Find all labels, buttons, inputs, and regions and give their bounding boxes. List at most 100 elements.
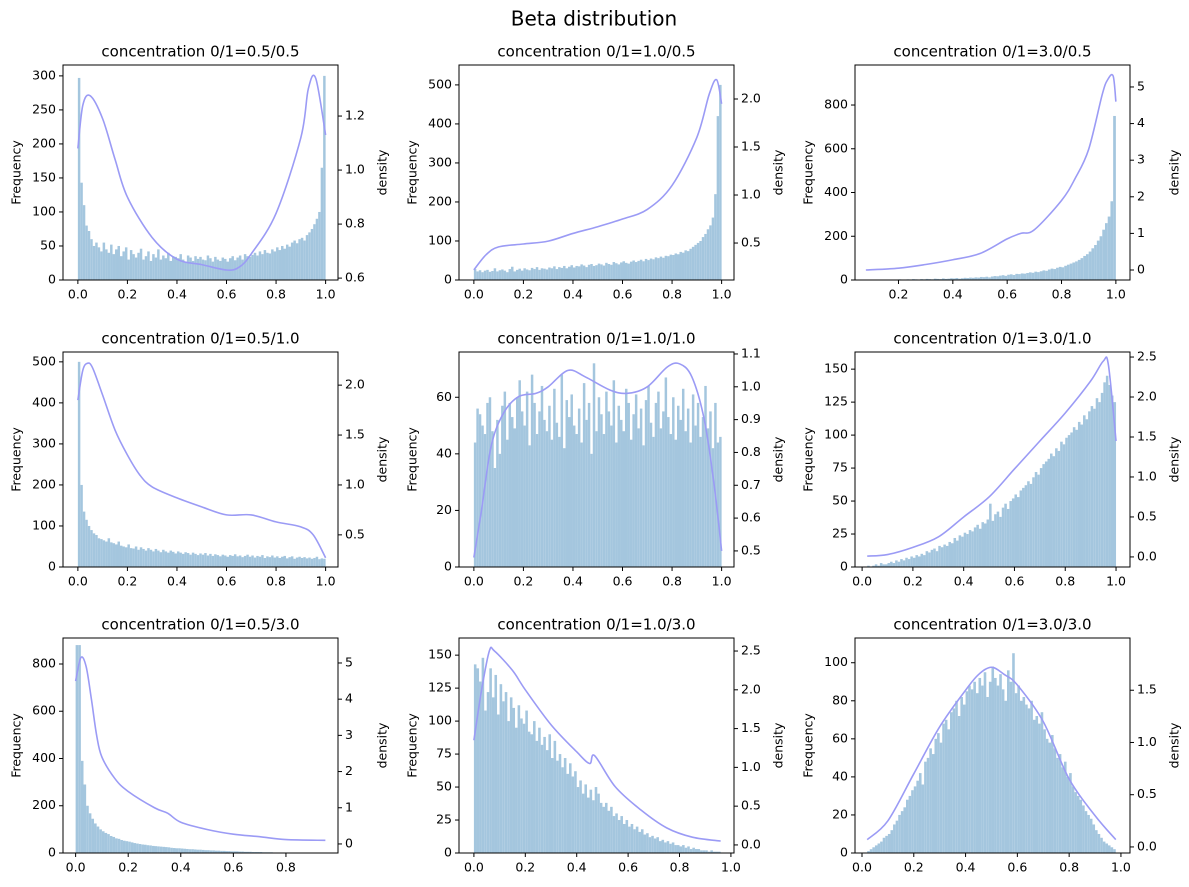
histogram-bar <box>627 402 630 567</box>
histogram-bar <box>90 239 93 280</box>
histogram-bar <box>283 248 286 280</box>
histogram-bar <box>501 405 504 567</box>
histogram-bar <box>1110 201 1114 280</box>
histogram-bar <box>1065 437 1068 567</box>
histogram-bar <box>714 194 717 280</box>
histogram-bar <box>181 259 185 280</box>
y2-tick-label: 0.5 <box>741 542 761 557</box>
histogram-bar <box>602 434 606 567</box>
histogram-bar <box>892 563 896 567</box>
histogram-bar <box>558 754 562 853</box>
histogram-bar <box>659 428 663 567</box>
histogram-bar <box>647 385 650 567</box>
histogram-bar <box>1057 450 1061 567</box>
histogram-bar <box>594 787 598 853</box>
histogram-bar <box>97 538 101 567</box>
x-tick-label: 0.2 <box>904 860 924 875</box>
histogram-bar <box>1067 435 1071 567</box>
y2-tick-label: 1.5 <box>741 720 761 735</box>
y2-tick-label: 2 <box>1137 188 1145 203</box>
histogram-bar <box>230 851 234 853</box>
histogram-bar <box>520 718 523 853</box>
histogram-bar <box>285 244 289 280</box>
y2-tick-label: 1.5 <box>345 427 365 442</box>
histogram-bar <box>224 555 227 567</box>
histogram-bar <box>953 537 957 567</box>
histogram-bar <box>545 431 549 567</box>
histogram-bar <box>970 689 974 853</box>
histogram-bar <box>1028 272 1032 280</box>
histogram-bar <box>1095 830 1098 853</box>
histogram-bar <box>607 810 611 853</box>
histogram-bar <box>705 850 708 853</box>
histogram-bar <box>895 560 898 567</box>
histogram-bar <box>579 780 582 853</box>
y-tick-label: 0 <box>840 272 848 287</box>
histogram-bar <box>1035 716 1039 853</box>
histogram-bar <box>313 557 316 567</box>
histogram-bar <box>204 850 208 853</box>
histogram-bar <box>176 551 180 567</box>
histogram-bar <box>528 445 531 567</box>
histogram-bar <box>882 837 886 853</box>
histogram-bar <box>934 738 938 853</box>
histogram-bar <box>973 527 977 567</box>
y2-tick-label: 1.5 <box>1137 428 1157 443</box>
y2-tick-label: 2.0 <box>345 377 365 392</box>
histogram-bar <box>489 668 492 853</box>
histogram-bar <box>915 555 918 567</box>
histogram-bar <box>124 247 128 280</box>
y2-tick-label: 0 <box>345 835 353 850</box>
y2-tick-label: 2.5 <box>1137 349 1157 364</box>
histogram-bar <box>700 850 703 853</box>
histogram-bar <box>911 790 914 853</box>
histogram-bar <box>640 829 644 853</box>
histogram-bar <box>908 795 912 853</box>
histogram-bar <box>501 269 504 280</box>
histogram-bar <box>558 436 561 567</box>
histogram-bar <box>167 252 170 280</box>
histogram-bar <box>572 267 576 280</box>
x-tick-label: 1.0 <box>316 287 336 302</box>
subplot-title: concentration 0/1=1.0/3.0 <box>497 616 695 634</box>
histogram-bar <box>1006 508 1010 567</box>
histogram-bar <box>212 850 215 853</box>
histogram-bar <box>92 533 96 567</box>
histogram-bar <box>199 849 202 853</box>
histogram-bar <box>231 256 234 280</box>
histogram-bar <box>476 271 479 280</box>
histogram-bar <box>622 431 625 567</box>
y-axis-label: Frequency <box>801 427 816 492</box>
histogram-bar <box>1077 421 1081 567</box>
histogram-bar <box>1105 375 1109 567</box>
histogram-bar <box>1107 216 1111 280</box>
histogram-bar <box>719 436 722 567</box>
histogram-bar <box>553 740 557 853</box>
x-tick-label: 0.8 <box>1052 287 1072 302</box>
histogram-bar <box>550 439 554 567</box>
x-tick-label: 0.0 <box>852 860 872 875</box>
x-tick-label: 0.8 <box>670 860 690 875</box>
histogram-bar <box>674 439 678 567</box>
histogram-bar <box>657 391 660 567</box>
histogram-bar <box>1032 477 1035 567</box>
histogram-bar <box>716 116 720 280</box>
histogram-bar <box>300 237 304 280</box>
histogram-bar <box>256 555 259 567</box>
histogram-bar <box>132 548 135 567</box>
histogram-bar <box>978 677 982 853</box>
histogram-bar <box>201 259 205 280</box>
y2-tick-label: 2.5 <box>741 643 761 658</box>
histogram-bar <box>907 559 911 567</box>
histogram-bar <box>890 830 894 853</box>
histogram-bar <box>120 840 123 853</box>
x-tick-label: 0.6 <box>997 287 1017 302</box>
y-tick-label: 600 <box>824 140 848 155</box>
histogram-bar <box>139 547 143 567</box>
x-tick-label: 0.2 <box>513 574 533 589</box>
y2-tick-label: 0 <box>1137 262 1145 277</box>
histogram-bar <box>1039 271 1043 280</box>
histogram-bar <box>105 249 108 280</box>
histogram-bar <box>305 558 309 567</box>
histogram-bar <box>222 850 226 853</box>
